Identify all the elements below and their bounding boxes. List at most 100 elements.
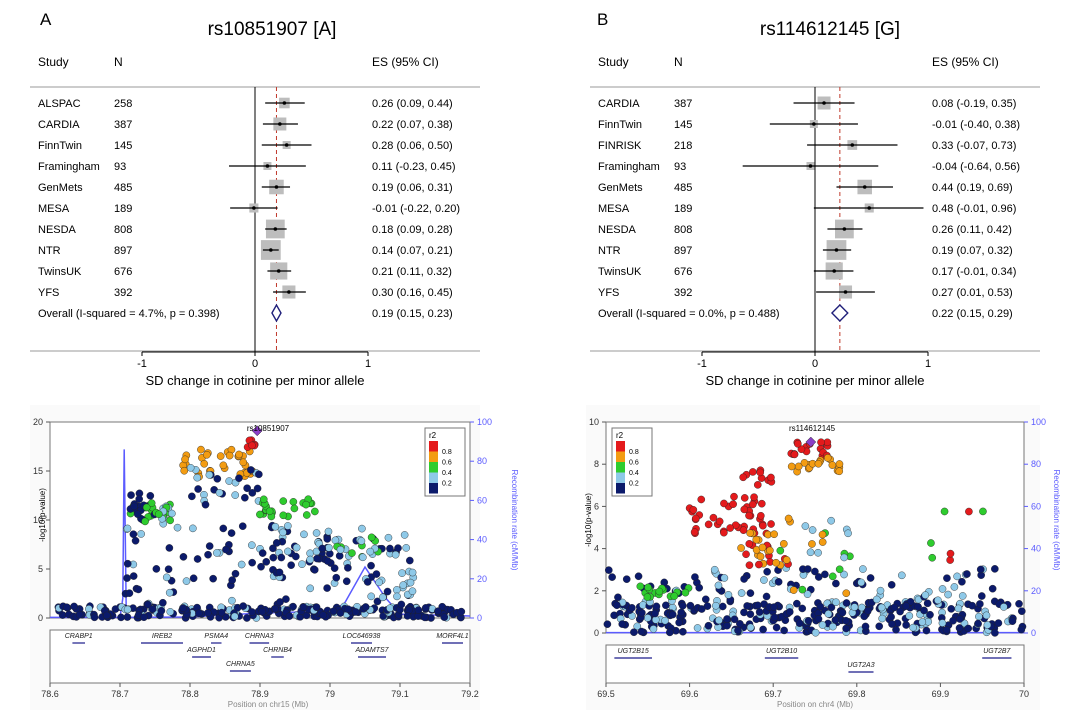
regional-snp-point — [832, 598, 840, 606]
regional-plot-chr4: 0246810020406080100r20.80.60.40.2UGT2B15… — [584, 405, 1061, 710]
regional-snp-point — [770, 613, 779, 622]
regional-snp-point — [740, 608, 748, 617]
regional-snp-point — [898, 571, 906, 580]
regional-snp-point — [299, 603, 308, 611]
forest-study-name: Framingham — [38, 161, 100, 173]
forest-study-name: FinnTwin — [38, 140, 82, 152]
regional-snp-point — [844, 529, 852, 538]
regional-snp-point — [203, 451, 211, 459]
regional-snp-point — [168, 509, 176, 518]
regional-snp-point — [323, 535, 332, 543]
regional-snp-point — [633, 622, 642, 631]
regional-snp-point — [790, 450, 799, 459]
forest-study-es: 0.11 (-0.23, 0.45) — [372, 161, 456, 173]
regional-snp-point — [686, 601, 695, 610]
regional-snp-point — [117, 613, 125, 622]
forest-study-point — [276, 269, 281, 273]
regional-snp-point — [393, 586, 401, 594]
regional-snp-point — [276, 598, 284, 606]
regional-snp-point — [391, 550, 400, 559]
regional-snp-point — [127, 491, 135, 499]
regional-snp-point — [279, 511, 288, 520]
regional-snp-point — [767, 520, 775, 528]
regional-snp-point — [231, 491, 240, 499]
regional-snp-point — [402, 544, 411, 552]
regional-snp-point — [770, 530, 778, 539]
forest-overall-label: Overall (I-squared = 4.7%, p = 0.398) — [38, 308, 220, 320]
regional-y2-tick-label: 40 — [1031, 544, 1041, 554]
regional-snp-point — [670, 592, 679, 600]
regional-chr15-y2label: Recombination rate (cM/Mb) — [510, 470, 519, 571]
regional-snp-point — [378, 593, 387, 602]
regional-lead-snp — [251, 425, 263, 437]
forest-study-point — [834, 248, 839, 252]
regional-snp-point — [323, 557, 332, 565]
regional-snp-point — [835, 467, 844, 476]
regional-snp-point — [257, 562, 265, 571]
regional-snp-point — [814, 459, 823, 468]
regional-snp-point — [367, 592, 375, 601]
regional-snp-point — [197, 445, 205, 454]
regional-snp-point — [740, 505, 749, 514]
regional-snp-point — [767, 473, 775, 482]
forest-panel-a: A rs10851907 [A] Study N ES (95% CI) ALS… — [30, 10, 480, 388]
regional-plot-area — [49, 421, 471, 619]
regional-gene-name: UGT2A3 — [847, 662, 874, 669]
regional-snp-point — [173, 523, 182, 532]
forest-overall-es: 0.22 (0.15, 0.29) — [932, 308, 1013, 320]
forest-study-n: 676 — [114, 266, 132, 278]
regional-snp-point — [918, 618, 927, 626]
regional-snp-point — [745, 540, 754, 548]
regional-snp-point — [806, 548, 815, 557]
regional-snp-point — [162, 573, 171, 582]
regional-snp-point — [312, 529, 321, 537]
regional-snp-point — [740, 575, 748, 583]
regional-snp-point — [637, 627, 646, 636]
regional-snp-point — [213, 549, 221, 557]
forest-x-tick-label: 1 — [925, 358, 931, 370]
forest-study-name: NTR — [598, 245, 621, 257]
regional-snp-point — [749, 468, 757, 476]
forest-study-es: 0.30 (0.16, 0.45) — [372, 287, 453, 299]
regional-snp-point — [123, 613, 132, 621]
forest-a-header-study: Study — [38, 55, 69, 69]
regional-snp-point — [165, 588, 174, 597]
regional-snp-point — [394, 544, 402, 552]
regional-snp-point — [189, 574, 198, 583]
regional-snp-point — [955, 615, 964, 623]
regional-snp-point — [102, 611, 111, 620]
regional-legend-swatch — [616, 441, 625, 452]
regional-snp-point — [186, 464, 195, 472]
regional-snp-point — [677, 608, 686, 617]
forest-a-header-es: ES (95% CI) — [372, 55, 439, 69]
regional-y-tick-label: 20 — [33, 417, 43, 427]
regional-snp-point — [225, 477, 233, 485]
regional-snp-point — [958, 577, 966, 586]
regional-legend-swatch — [429, 472, 438, 483]
regional-snp-point — [146, 491, 155, 500]
regional-snp-point — [241, 493, 249, 502]
regional-legend-title: r2 — [616, 431, 624, 440]
regional-plot-chr15: 0 5 10 15 20 0 20 40 60 80 100 r2 0.8 0.6 0.4 0.2 CRABP1… — [30, 405, 519, 710]
regional-snp-point — [734, 626, 742, 635]
regional-snp-point — [743, 602, 751, 610]
regional-snp-point — [753, 601, 762, 610]
forest-study-n: 808 — [114, 224, 132, 236]
regional-snp-point — [290, 504, 299, 513]
regional-y2-tick-label: 100 — [1031, 417, 1046, 427]
forest-overall-label: Overall (I-squared = 0.0%, p = 0.488) — [598, 308, 780, 320]
forest-study-point — [252, 206, 256, 210]
regional-snp-point — [421, 604, 430, 612]
forest-overall-diamond — [271, 303, 282, 323]
regional-snp-point — [785, 608, 794, 616]
regional-snp-point — [920, 606, 928, 615]
regional-snp-point — [386, 544, 394, 553]
forest-b-header-study: Study — [598, 55, 629, 69]
regional-snp-point — [457, 607, 466, 616]
forest-study-point — [842, 227, 847, 231]
regional-snp-point — [808, 526, 817, 534]
regional-snp-point — [630, 628, 638, 637]
regional-snp-point — [842, 624, 850, 633]
forest-study-es: 0.17 (-0.01, 0.34) — [932, 266, 1016, 278]
